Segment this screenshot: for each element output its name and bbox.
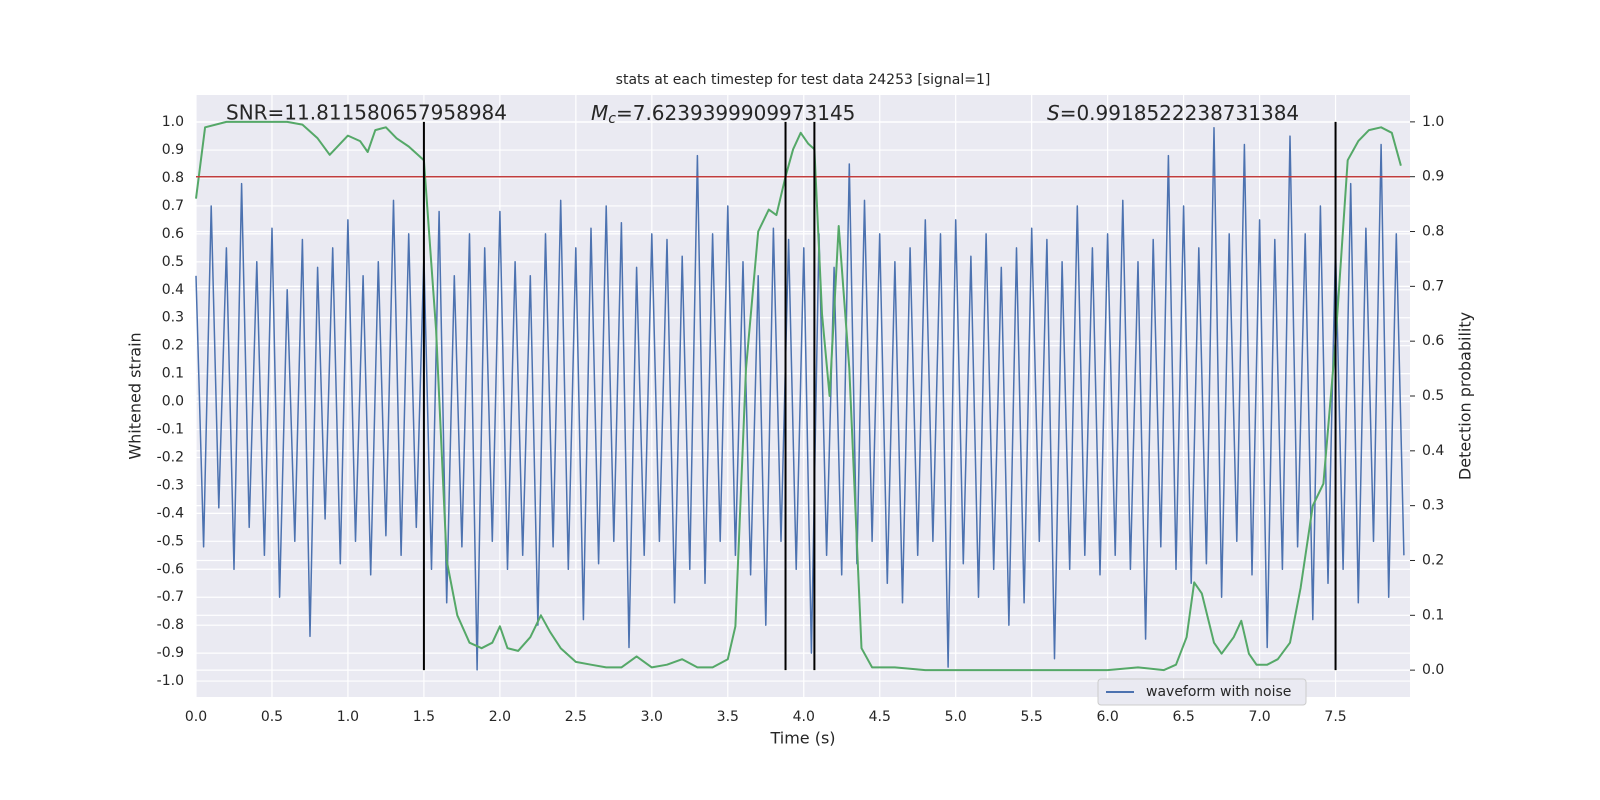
x-tick-label: 6.0: [1097, 709, 1119, 725]
legend: waveform with noise: [1097, 678, 1307, 706]
y-tick-label: 0.7: [162, 198, 184, 214]
x-tick-label: 1.0: [337, 709, 359, 725]
y2-tick-label: 1.0: [1422, 114, 1444, 130]
y2-tick-label: 0.3: [1422, 498, 1444, 514]
y2-tick-label: 0.7: [1422, 278, 1444, 294]
annotation: Mc=7.6239399909973145: [591, 101, 855, 128]
y-tick-label: 0.9: [162, 142, 184, 158]
y-tick-label: 0.6: [162, 226, 184, 242]
y-axis-label: Whitened strain: [126, 332, 145, 459]
y-tick-label: -0.2: [157, 449, 184, 465]
annotation-symbol: M: [591, 101, 608, 125]
y-tick-label: -0.3: [157, 477, 184, 493]
y2-tick-label: 0.4: [1422, 443, 1444, 459]
y2-tick-label: 0.9: [1422, 169, 1444, 185]
x-tick-label: 6.5: [1172, 709, 1194, 725]
x-tick-label: 0.5: [261, 709, 283, 725]
y2-tick-label: 0.0: [1422, 662, 1444, 678]
annotation-symbol: S: [1047, 101, 1060, 125]
y-tick-label: -1.0: [157, 673, 184, 689]
y-tick-label: 0.2: [162, 338, 184, 354]
x-tick-label: 7.5: [1324, 709, 1346, 725]
x-tick-label: 4.5: [869, 709, 891, 725]
y-tick-label: -0.4: [157, 505, 184, 521]
x-tick-label: 7.0: [1248, 709, 1270, 725]
probability-line: [195, 120, 1402, 672]
y-tick-label: -0.5: [157, 533, 184, 549]
x-tick-label: 1.5: [413, 709, 435, 725]
y2-tick-label: 0.5: [1422, 388, 1444, 404]
legend-box: [1097, 678, 1307, 706]
waveform-line: [195, 126, 1405, 671]
y2-axis-label: Detection probability: [1456, 312, 1475, 480]
annotation-text: =0.9918522238731384: [1060, 101, 1299, 125]
legend-label: waveform with noise: [1146, 684, 1291, 700]
annotation: SNR=11.811580657958984: [226, 101, 507, 125]
x-axis-label: Time (s): [769, 729, 835, 748]
y-tick-label: 0.0: [162, 394, 184, 410]
chart-title: stats at each timestep for test data 242…: [616, 72, 991, 88]
x-tick-label: 2.0: [489, 709, 511, 725]
y-tick-label: 0.8: [162, 170, 184, 186]
y-tick-label: 1.0: [162, 114, 184, 130]
y-tick-label: -0.7: [157, 589, 184, 605]
x-tick-label: 4.0: [793, 709, 815, 725]
x-tick-label: 2.5: [565, 709, 587, 725]
labels: 0.0 0.5 1.0 1.5 2.0 2.5 3.0 3.5 4.0 4.5 5.0 5.5 6.0 6…: [157, 114, 1445, 725]
marks: [195, 120, 1410, 672]
y2-tick-label: 0.2: [1422, 552, 1444, 568]
y-tick-label: -0.9: [157, 645, 184, 661]
annotation-subscript: c: [608, 111, 616, 127]
y-tick-label: 0.5: [162, 254, 184, 270]
y-tick-label: -0.8: [157, 617, 184, 633]
y-tick-label: 0.3: [162, 310, 184, 326]
y-tick-label: -0.6: [157, 561, 184, 577]
y2-tick-label: 0.1: [1422, 607, 1444, 623]
y-tick-label: -0.1: [157, 422, 184, 438]
y-tick-label: 0.1: [162, 366, 184, 382]
x-tick-label: 3.5: [717, 709, 739, 725]
annotation: S=0.9918522238731384: [1047, 101, 1299, 125]
annotation-text: =7.6239399909973145: [616, 101, 855, 125]
x-tick-label: 3.0: [641, 709, 663, 725]
x-tick-label: 0.0: [185, 709, 207, 725]
grid: [195, 95, 1410, 697]
y-tick-label: 0.4: [162, 282, 184, 298]
x-tick-label: 5.5: [1021, 709, 1043, 725]
y2-tick-label: 0.8: [1422, 224, 1444, 240]
y2-tick-label: 0.6: [1422, 333, 1444, 349]
x-tick-label: 5.0: [945, 709, 967, 725]
